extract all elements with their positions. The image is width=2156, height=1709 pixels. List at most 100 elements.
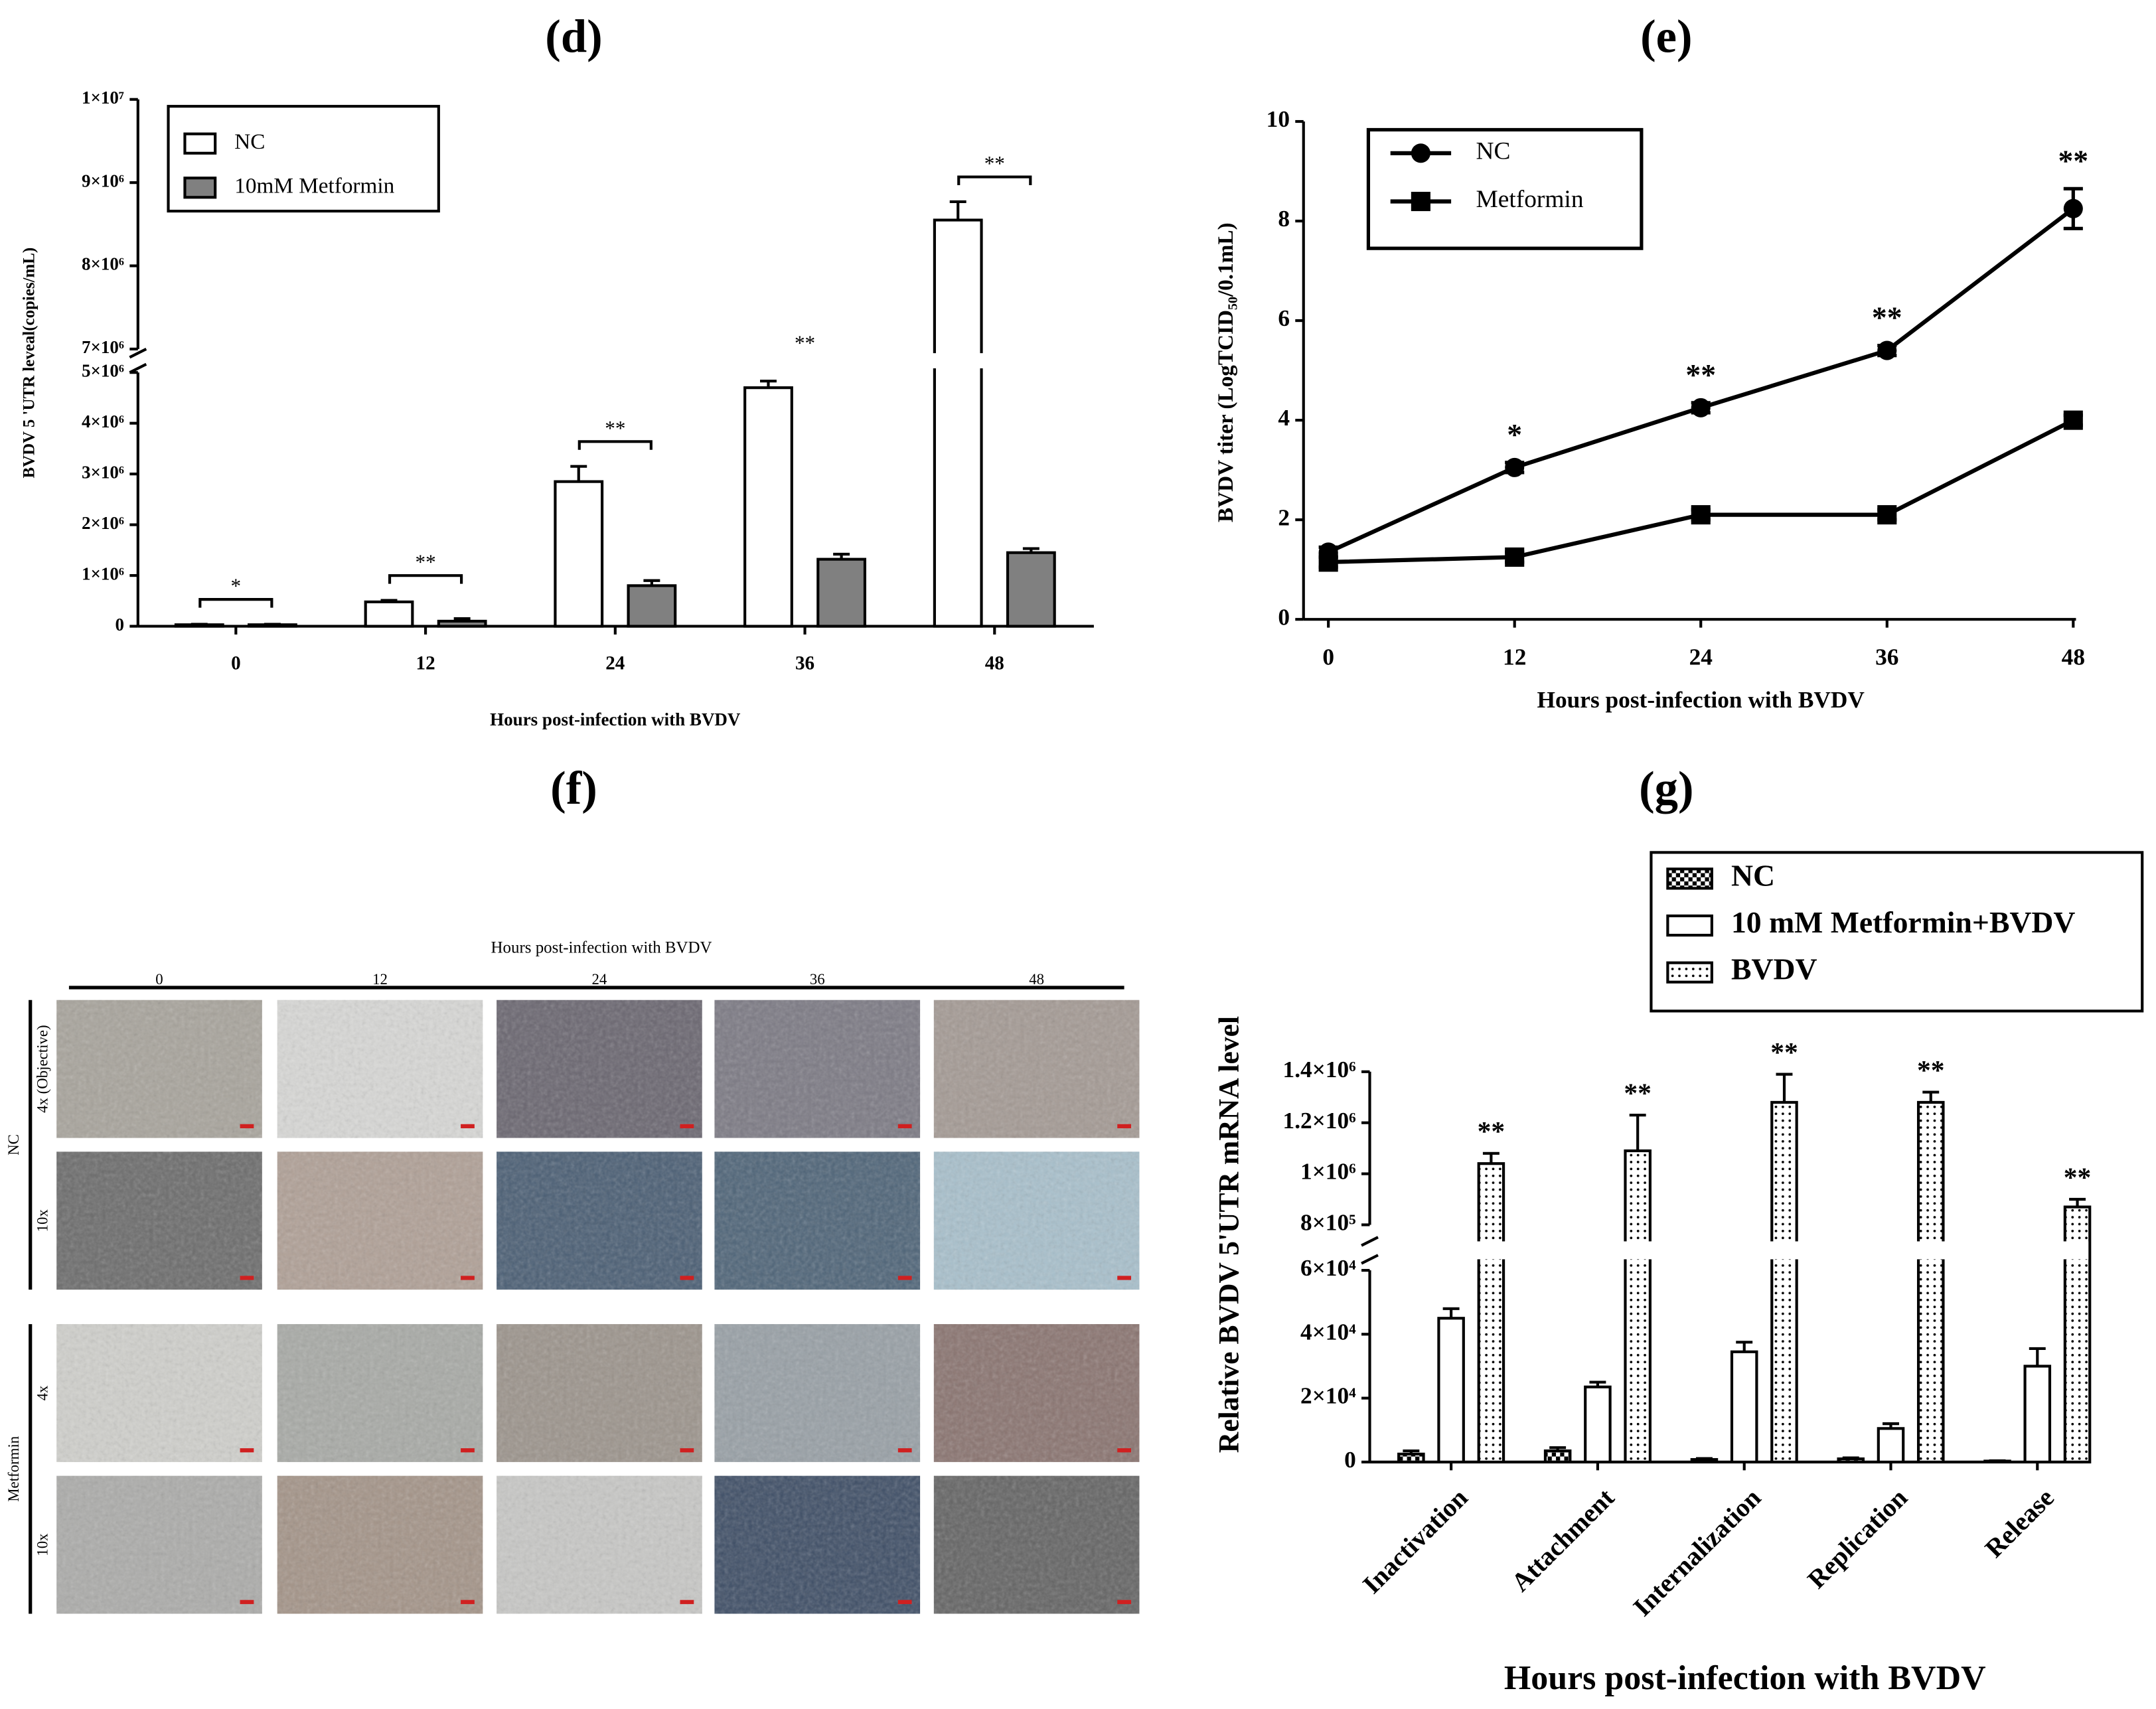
y-tick-label: 6×10⁴	[1300, 1255, 1356, 1281]
legend-swatch	[183, 177, 217, 199]
bar	[554, 480, 604, 628]
scale-bar	[461, 1448, 475, 1453]
error-bar	[1776, 1073, 1793, 1102]
row-label: 10x	[35, 1209, 51, 1232]
y-tick-label: 5×10⁶	[82, 360, 124, 380]
row-label: 4x (Objective)	[35, 1025, 51, 1113]
column-label: 24	[591, 971, 607, 988]
micrograph-texture	[277, 1475, 483, 1614]
micrograph-texture	[714, 1475, 921, 1614]
point	[1877, 340, 1897, 360]
error-bar	[380, 599, 398, 602]
error-bar	[570, 465, 587, 482]
x-axis-label: Hours post-infection with BVDV	[490, 709, 741, 729]
x-tick-label: 0	[1322, 644, 1334, 670]
point	[2063, 410, 2083, 430]
panel-label: (e)	[1640, 11, 1692, 63]
y-tick-label: 2	[1278, 504, 1290, 530]
axis-break-mark	[1361, 1254, 1379, 1265]
error-bar	[453, 617, 471, 621]
y-tick-label: 7×10⁶	[82, 337, 124, 357]
y-tick-label: 8×10⁵	[1300, 1210, 1356, 1236]
y-tick-label: 4×10⁴	[1300, 1319, 1356, 1345]
y-tick-label: 6	[1278, 305, 1290, 331]
significance-bracket	[578, 440, 653, 450]
bar	[933, 218, 983, 628]
axis-break	[132, 353, 1100, 368]
y-tick-label: 1×10⁶	[82, 563, 124, 583]
significance-label: **	[2058, 143, 2088, 177]
error-bar	[1629, 1114, 1646, 1151]
bar	[816, 557, 867, 628]
axis-break-mark	[129, 348, 147, 359]
scale-bar	[680, 1599, 694, 1604]
micrograph-texture	[933, 1152, 1140, 1290]
bar	[1837, 1457, 1865, 1463]
y-tick-label: 9×10⁶	[82, 171, 124, 190]
legend-swatch	[183, 132, 217, 155]
bar	[1916, 1100, 1945, 1463]
bar	[1543, 1449, 1572, 1463]
point	[2063, 198, 2083, 218]
scale-bar	[240, 1124, 254, 1128]
bar	[1397, 1452, 1425, 1463]
significance-bracket	[198, 598, 273, 608]
column-label: 12	[372, 971, 388, 988]
x-axis-label: Hours post-infection with BVDV	[1537, 687, 1865, 713]
micrograph-texture	[56, 1152, 262, 1290]
x-tick-label: 24	[1689, 644, 1713, 670]
scale-bar	[461, 1124, 475, 1128]
legend-box	[1650, 851, 2144, 1013]
micrograph-texture	[497, 1152, 702, 1290]
bar	[743, 386, 793, 628]
error-bar	[1403, 1449, 1420, 1454]
column-label: 48	[1029, 971, 1044, 988]
y-tick-label: 0	[1278, 604, 1290, 630]
scale-bar	[680, 1448, 694, 1453]
y-tick-label: 0	[1344, 1447, 1356, 1473]
y-axis-label: BVDV titer (LogTCID₅₀/0.1mL)	[1213, 222, 1238, 522]
y-tick-label: 8×10⁶	[82, 254, 124, 274]
scale-bar	[1117, 1599, 1132, 1604]
bar	[1006, 551, 1056, 628]
y-axis-label: BVDV 5 'UTR leveal(copies/mL)	[20, 248, 38, 479]
y-tick-label: 8	[1278, 206, 1290, 232]
micrograph-texture	[277, 1152, 483, 1290]
legend-label: 10 mM Metformin+BVDV	[1731, 905, 2076, 939]
y-tick-label: 2×10⁶	[82, 513, 124, 533]
x-tick-label: 12	[416, 652, 435, 674]
panel-label: (g)	[1639, 763, 1693, 814]
legend-label: 10mM Metformin	[234, 173, 394, 198]
point	[1505, 457, 1525, 477]
row-label: 4x	[35, 1385, 51, 1400]
micrograph-texture	[933, 1475, 1140, 1614]
error-bar	[1842, 1456, 1859, 1459]
legend-label: NC	[1476, 137, 1511, 165]
y-tick-label: 4×10⁶	[82, 411, 124, 431]
y-tick-label: 4	[1278, 405, 1290, 431]
significance-label: **	[1917, 1055, 1945, 1085]
bar	[1437, 1317, 1465, 1463]
point	[1318, 552, 1338, 572]
micrograph-texture	[497, 1475, 702, 1614]
significance-label: **	[1478, 1116, 1505, 1146]
column-label: 36	[810, 971, 825, 988]
error-bar	[1736, 1341, 1753, 1352]
x-tick-label: 36	[1875, 644, 1898, 670]
panel-label: (d)	[545, 11, 602, 63]
legend-label: NC	[234, 129, 265, 154]
axis-break-mark	[1361, 1236, 1379, 1247]
x-tick-label: 48	[2062, 644, 2085, 670]
legend-swatch	[1666, 914, 1713, 937]
scale-bar	[897, 1448, 912, 1453]
error-bar	[2069, 1197, 2086, 1207]
panel-label: (f)	[550, 763, 597, 814]
x-axis-label: Hours post-infection with BVDV	[1504, 1659, 1986, 1697]
legend-swatch	[1666, 961, 1713, 984]
legend-label: NC	[1731, 858, 1775, 892]
error-bar	[643, 579, 660, 586]
significance-label: *	[231, 575, 242, 598]
micrograph-texture	[714, 1000, 921, 1138]
x-tick-label: 12	[1503, 644, 1526, 670]
significance-label: **	[1770, 1037, 1798, 1067]
